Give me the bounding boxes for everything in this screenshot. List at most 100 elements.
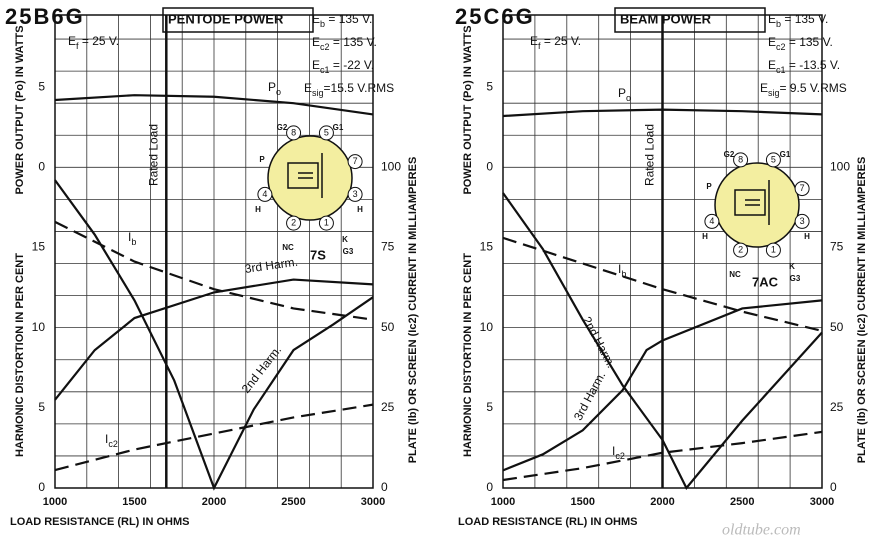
y-tick-label: 10 <box>32 320 46 334</box>
operating-spec: Esig= 9.5 V.RMS <box>760 81 847 98</box>
pin-number: 1 <box>771 244 776 254</box>
operating-spec-part: sig <box>312 88 324 98</box>
pin-name: H <box>702 232 708 241</box>
operating-spec-part: E <box>760 81 768 95</box>
pin-number: 2 <box>738 244 743 254</box>
y2-tick-label: 75 <box>381 240 395 254</box>
pin-name: NC <box>729 270 741 279</box>
p-tick-label: 0 <box>486 159 493 173</box>
curve <box>54 403 374 472</box>
pin <box>733 152 749 168</box>
operating-spec: Eb = 135 V. <box>312 12 372 29</box>
curve-label-part: o <box>626 93 631 103</box>
operating-spec-part: c2 <box>320 42 330 52</box>
x-tick-label: 1500 <box>571 496 595 508</box>
x-tick-label: 3000 <box>361 496 385 508</box>
pin <box>347 154 363 170</box>
tube-type: 25C6G <box>455 4 535 29</box>
curve-label-part: c2 <box>615 451 625 461</box>
pin-name: G3 <box>790 274 801 283</box>
curve-label-part: o <box>276 87 281 97</box>
pin <box>765 242 781 258</box>
curve-label-part: 3rd Harm. <box>571 369 608 423</box>
pin-name: H <box>357 205 363 214</box>
y2-tick-label: 100 <box>381 159 401 173</box>
curve <box>54 278 374 401</box>
y2-tick-label: 75 <box>830 240 844 254</box>
curve-label-part: I <box>618 262 621 276</box>
filament-spec: Ef = 25 V. <box>530 34 581 51</box>
operating-spec-part: b <box>776 19 781 29</box>
x-axis-label: LOAD RESISTANCE (RL) IN OHMS <box>10 516 189 528</box>
x-tick-label: 2500 <box>281 496 305 508</box>
operating-spec-part: = 135 V. <box>325 12 372 26</box>
y2-tick-label: 50 <box>381 320 395 334</box>
operating-spec-part: = -13.5 V. <box>786 58 841 72</box>
curve <box>54 94 374 116</box>
pin-number: 5 <box>324 127 329 137</box>
operating-spec-part: = 135 V. <box>781 12 828 26</box>
y2-axis-label: PLATE (Ib) OR SCREEN (Ic2) CURRENT IN MI… <box>856 157 868 464</box>
operating-spec-part: = 135 V. <box>330 35 377 49</box>
operating-spec-part: b <box>320 19 325 29</box>
x-tick-label: 3000 <box>810 496 834 508</box>
operating-spec: Ec1 = -22 V. <box>312 58 374 75</box>
x-tick-label: 1000 <box>491 496 515 508</box>
p-tick-label: 5 <box>38 79 45 93</box>
pin-name: P <box>259 155 265 164</box>
y-tick-label: 0 <box>38 480 45 494</box>
pin-name: G3 <box>343 247 354 256</box>
operating-spec-part: E <box>768 35 776 49</box>
p-tick-label: 0 <box>38 159 45 173</box>
operating-spec: Ec1 = -13.5 V. <box>768 58 840 75</box>
operating-spec-part: sig <box>768 88 780 98</box>
pin-name: G2 <box>277 123 288 132</box>
pin-number: 3 <box>353 189 358 199</box>
curve-label-part: I <box>612 444 615 458</box>
pin-number: 5 <box>771 154 776 164</box>
filament-spec-part: = 25 V. <box>79 34 120 48</box>
pin-name: G1 <box>780 150 791 159</box>
operating-spec-part: = 135 V. <box>786 35 833 49</box>
pin-number: 1 <box>324 217 329 227</box>
p-tick-label: 5 <box>486 79 493 93</box>
pin <box>733 242 749 258</box>
curve <box>502 430 823 482</box>
operating-spec-part: c2 <box>776 42 786 52</box>
pin <box>347 186 363 202</box>
operating-spec: Esig=15.5 V.RMS <box>304 81 394 98</box>
rated-load-label: Rated Load <box>643 124 657 186</box>
x-tick-label: 1000 <box>43 496 67 508</box>
watermark: oldtube.com <box>722 522 801 539</box>
curve-label: Ib <box>618 262 626 279</box>
pin-number: 3 <box>800 216 805 226</box>
pin <box>286 125 302 141</box>
y-axis-label: HARMONIC DISTORTION IN PER CENT <box>14 253 26 457</box>
x-tick-label: 2000 <box>650 496 674 508</box>
pin-name: H <box>804 232 810 241</box>
operating-spec: Ec2 = 135 V. <box>312 35 377 52</box>
pin-number: 7 <box>353 156 358 166</box>
x-axis-label: LOAD RESISTANCE (RL) IN OHMS <box>458 516 637 528</box>
basing: 7AC <box>752 274 779 289</box>
operating-spec-part: E <box>312 12 320 26</box>
pin <box>765 152 781 168</box>
basing: 7S <box>310 247 326 262</box>
curve-label-part: P <box>268 80 276 94</box>
filament-spec-part: f <box>538 41 541 51</box>
curve-label: Ic2 <box>105 432 118 449</box>
p-axis-label: POWER OUTPUT (Po) IN WATTS <box>462 25 474 194</box>
operating-spec-part: E <box>312 35 320 49</box>
filament-spec-part: E <box>530 34 538 48</box>
operating-spec-part: = 9.5 V.RMS <box>780 81 847 95</box>
curve <box>54 179 374 491</box>
pin-name: NC <box>282 243 294 252</box>
y2-tick-label: 25 <box>830 400 844 414</box>
curve-label: 3rd Harm. <box>244 255 299 276</box>
curve <box>502 236 823 332</box>
p-axis-label: POWER OUTPUT (Po) IN WATTS <box>14 25 26 194</box>
curve <box>502 108 823 118</box>
pin-number: 4 <box>709 216 714 226</box>
pin <box>794 181 810 197</box>
